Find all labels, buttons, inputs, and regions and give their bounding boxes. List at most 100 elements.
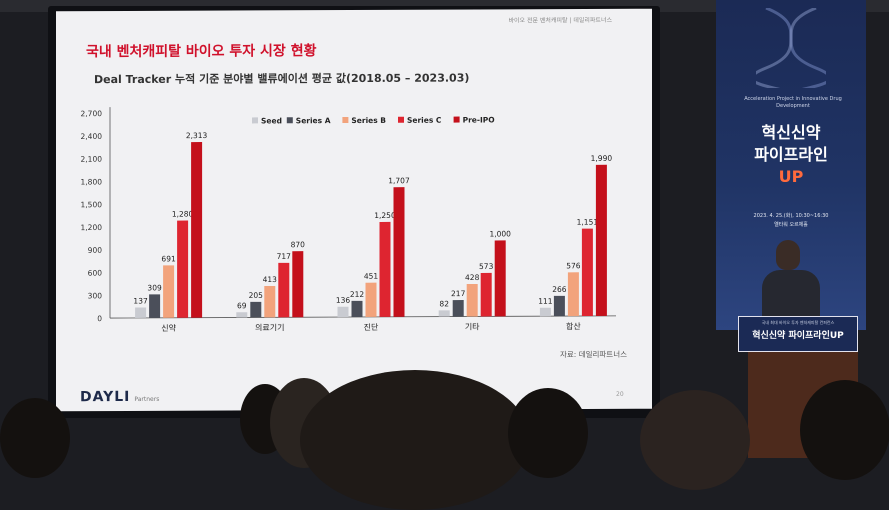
legend-label: Series C — [407, 116, 442, 125]
bar-series-c — [177, 220, 189, 318]
bar-value-label: 717 — [277, 252, 292, 261]
banner-title: 혁신신약 파이프라인 UP — [726, 122, 856, 188]
x-category-label: 기타 — [465, 322, 480, 331]
bar-series-c — [278, 262, 290, 318]
bar-seed — [539, 307, 551, 317]
bar-series-b — [264, 285, 276, 318]
legend-swatch — [342, 117, 349, 124]
bar-chart: 0 300 600 900 1,200 1,500 1,800 2,100 2,400 2,700… — [81, 107, 616, 333]
bar-value-label: 870 — [291, 240, 306, 249]
bar-series-b — [365, 282, 377, 317]
x-category-label: 의료기기 — [255, 322, 284, 332]
audience-head — [640, 390, 750, 490]
page-number: 20 — [616, 390, 624, 398]
legend-label: Seed — [261, 116, 282, 125]
y-tick-label: 900 — [88, 246, 103, 255]
banner-date: 2023. 4. 25.(화), 10:30~16:30 엘타워 오르체홀 — [728, 212, 854, 230]
y-tick-label: 2,400 — [81, 132, 103, 141]
bar-value-label: 451 — [364, 272, 379, 281]
bar-seed — [236, 312, 248, 318]
source-note: 자료: 데일리파트너스 — [560, 349, 628, 360]
podium-sign-title: 혁신신약 파이프라인UP — [752, 331, 844, 341]
bar-value-label: 266 — [552, 285, 567, 294]
x-category-label: 신약 — [161, 323, 176, 333]
legend-label: Series B — [351, 116, 386, 125]
dna-helix-icon — [756, 8, 826, 88]
bar-series-a — [149, 294, 161, 318]
bar-value-label: 1,000 — [489, 229, 511, 238]
audience-head — [300, 370, 530, 510]
logo-text: DAYLI — [80, 388, 131, 406]
audience-head — [800, 380, 889, 480]
bar-pre-ipo — [292, 251, 304, 318]
bar-series-c — [480, 272, 492, 317]
bar-value-label: 573 — [479, 262, 494, 271]
bar-value-label: 691 — [161, 254, 176, 263]
bar-value-label: 413 — [263, 275, 278, 284]
bar-seed — [337, 306, 349, 318]
bar-value-label: 205 — [249, 291, 264, 300]
bar-value-label: 1,250 — [374, 211, 396, 220]
bar-value-label: 137 — [133, 296, 148, 305]
bar-series-a — [553, 295, 565, 317]
y-tick-label: 0 — [97, 314, 102, 323]
bar-series-b — [466, 283, 478, 317]
event-date: 2023. 4. 25.(화), 10:30~16:30 — [753, 213, 829, 219]
y-tick-label: 1,800 — [81, 177, 103, 186]
y-tick-label: 1,500 — [81, 200, 103, 209]
speaker-head — [776, 240, 800, 270]
y-tick-label: 1,200 — [81, 223, 103, 232]
x-category-label: 합산 — [566, 321, 581, 331]
bar-value-label: 136 — [336, 296, 351, 305]
legend-swatch — [398, 116, 404, 123]
banner-title-line3: UP — [778, 167, 804, 186]
bar-seed — [438, 310, 450, 317]
legend-swatch — [286, 117, 293, 124]
event-venue: 엘타워 오르체홀 — [774, 222, 808, 228]
legend-swatch — [252, 117, 258, 124]
audience-head — [508, 388, 588, 478]
bar-value-label: 82 — [439, 299, 449, 308]
bar-value-label: 111 — [538, 297, 553, 306]
bar-value-label: 1,707 — [388, 176, 410, 185]
bar-value-label: 309 — [147, 283, 162, 292]
banner-tagline: Acceleration Project in Innovative Drug … — [744, 96, 842, 109]
bar-value-label: 217 — [451, 289, 466, 298]
legend-swatch — [453, 116, 460, 123]
presentation-slide: 바이오 전문 벤처캐피탈 | 데일리파트너스 국내 벤처캐피탈 바이오 투자 시… — [56, 8, 652, 412]
bar-series-a — [351, 300, 363, 318]
podium-sign-tagline: 국내 최대 바이오 투자 벤처캐피탈 컨퍼런스 — [761, 320, 835, 325]
banner-title-line1: 혁신신약 — [761, 123, 821, 142]
x-category-label: 진단 — [364, 322, 379, 332]
bar-value-label: 2,313 — [186, 131, 208, 140]
y-tick-label: 2,700 — [81, 109, 103, 118]
y-tick-label: 2,100 — [81, 155, 103, 164]
bar-series-b — [567, 272, 579, 317]
bar-value-label: 1,280 — [172, 210, 194, 219]
bar-series-a — [452, 300, 464, 317]
podium-sign: 국내 최대 바이오 투자 벤처캐피탈 컨퍼런스 혁신신약 파이프라인UP — [738, 316, 858, 352]
bar-pre-ipo — [595, 164, 607, 316]
bar-series-c — [581, 228, 593, 317]
bar-value-label: 428 — [465, 273, 480, 282]
y-tick-label: 300 — [88, 291, 103, 300]
y-tick-label: 600 — [88, 269, 103, 278]
logo-subtext: Partners — [134, 395, 160, 403]
bar-series-a — [250, 301, 262, 318]
bar-pre-ipo — [494, 240, 506, 317]
bar-value-label: 1,151 — [577, 218, 599, 227]
legend-label: Series A — [296, 116, 331, 125]
bar-series-c — [379, 221, 391, 317]
banner-title-line2: 파이프라인 — [754, 145, 828, 164]
legend-label: Pre-IPO — [463, 115, 495, 124]
bar-pre-ipo — [191, 142, 203, 318]
audience-head — [0, 398, 70, 478]
company-logo: DAYLI Partners — [80, 389, 159, 405]
bar-series-b — [163, 265, 175, 318]
bar-seed — [135, 307, 147, 318]
bar-pre-ipo — [393, 187, 405, 317]
bar-value-label: 69 — [237, 301, 247, 310]
bar-value-label: 212 — [350, 290, 365, 299]
bar-value-label: 576 — [566, 261, 581, 270]
bar-value-label: 1,990 — [591, 154, 613, 163]
